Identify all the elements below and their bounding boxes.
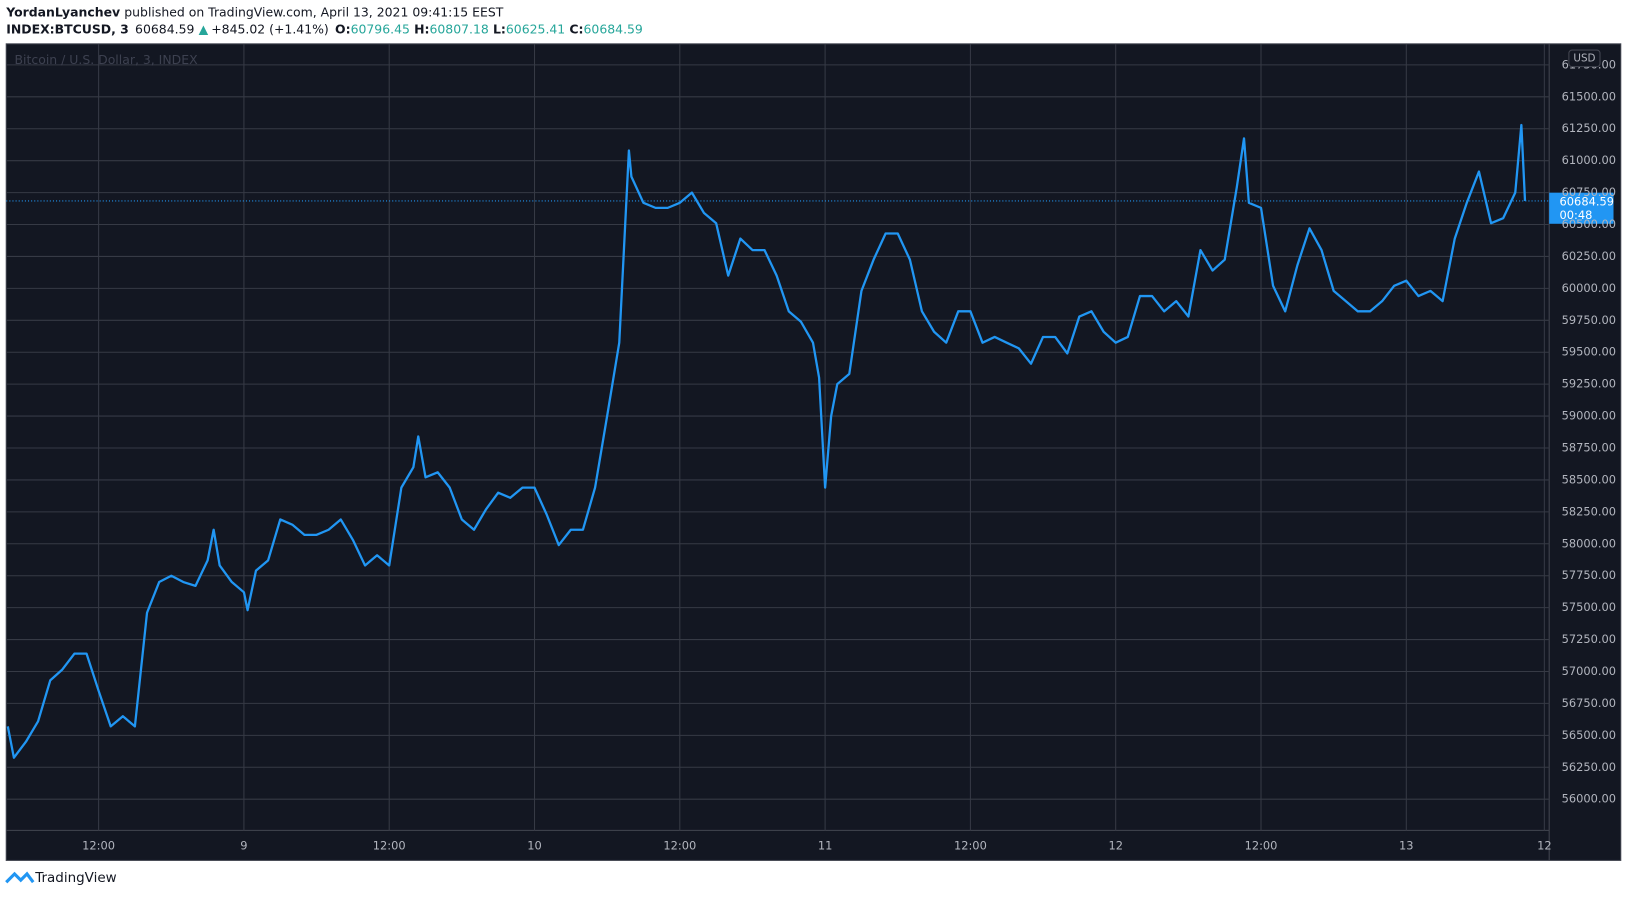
y-tick-label: 56750.00 xyxy=(1562,696,1616,710)
author: YordanLyanchev xyxy=(5,4,120,19)
ohlc-label: C: xyxy=(569,21,583,36)
header-line: YordanLyanchev published on TradingView.c… xyxy=(5,4,504,19)
ohlc-value: 60684.59 xyxy=(584,21,643,36)
x-tick-label: 9 xyxy=(240,838,247,852)
y-tick-label: 56000.00 xyxy=(1562,792,1616,806)
y-tick-label: 58000.00 xyxy=(1562,536,1616,550)
chart-background xyxy=(5,43,1622,861)
ohlc-value: 60796.45 xyxy=(351,21,410,36)
y-tick-label: 61000.00 xyxy=(1562,153,1616,167)
ohlc-label: H: xyxy=(414,21,429,36)
x-tick-label: 12:00 xyxy=(82,838,115,852)
y-tick-label: 59500.00 xyxy=(1562,345,1616,359)
y-tick-label: 61250.00 xyxy=(1562,121,1616,135)
ohlc-value: 60807.18 xyxy=(429,21,488,36)
y-tick-label: 60750.00 xyxy=(1562,185,1616,199)
y-tick-label: 56500.00 xyxy=(1562,728,1616,742)
y-tick-label: 58500.00 xyxy=(1562,472,1616,486)
last-price-tag xyxy=(1549,192,1614,224)
y-tick-label: 57750.00 xyxy=(1562,568,1616,582)
y-tick-label: 60250.00 xyxy=(1562,249,1616,263)
y-tick-label: 57000.00 xyxy=(1562,664,1616,678)
brand: TradingView xyxy=(34,870,116,886)
currency-box xyxy=(1568,49,1601,68)
x-tick-label: 10 xyxy=(527,838,542,852)
y-tick-label: 57500.00 xyxy=(1562,600,1616,614)
footer-logo: TradingView xyxy=(5,870,117,886)
x-tick-label: 12:00 xyxy=(954,838,987,852)
change: +845.02 (+1.41%) xyxy=(211,21,329,36)
last-price-label: 60684.59 xyxy=(1560,194,1614,208)
y-tick-label: 60500.00 xyxy=(1562,217,1616,231)
x-tick-label: 12:00 xyxy=(373,838,406,852)
y-tick-label: 61500.00 xyxy=(1562,89,1616,103)
y-tick-label: 57250.00 xyxy=(1562,632,1616,646)
y-tick-label: 60000.00 xyxy=(1562,281,1616,295)
y-tick-label: 56250.00 xyxy=(1562,760,1616,774)
symbol-line: INDEX:BTCUSD, 3 60684.59 ▲ +845.02 (+1.41%)… xyxy=(6,21,643,36)
y-tick-label: 59250.00 xyxy=(1562,377,1616,391)
y-tick-label: 58250.00 xyxy=(1562,504,1616,518)
y-tick-label: 59000.00 xyxy=(1562,409,1616,423)
ohlc-label: L: xyxy=(493,21,506,36)
y-tick-label: 58750.00 xyxy=(1562,441,1616,455)
x-tick-label: 12 xyxy=(1108,838,1123,852)
x-tick-label: 12 xyxy=(1537,838,1552,852)
published: published on TradingView.com, April 13, … xyxy=(124,4,503,19)
ticker: INDEX:BTCUSD, 3 xyxy=(6,21,129,36)
up-arrow: ▲ xyxy=(199,21,209,36)
x-tick-label: 12:00 xyxy=(663,838,696,852)
ohlc-value: 60625.41 xyxy=(506,21,565,36)
currency: USD xyxy=(1573,52,1595,64)
watermark: Bitcoin / U.S. Dollar, 3, INDEX xyxy=(15,52,199,67)
logo-icon xyxy=(5,871,35,884)
ohlc-label: O: xyxy=(335,21,351,36)
y-tick-label: 59750.00 xyxy=(1562,313,1616,327)
x-tick-label: 11 xyxy=(818,838,833,852)
countdown: 00:48 xyxy=(1560,208,1593,222)
price-line xyxy=(6,123,1527,759)
x-tick-label: 12:00 xyxy=(1245,838,1278,852)
x-tick-label: 13 xyxy=(1399,838,1414,852)
last: 60684.59 xyxy=(135,21,194,36)
